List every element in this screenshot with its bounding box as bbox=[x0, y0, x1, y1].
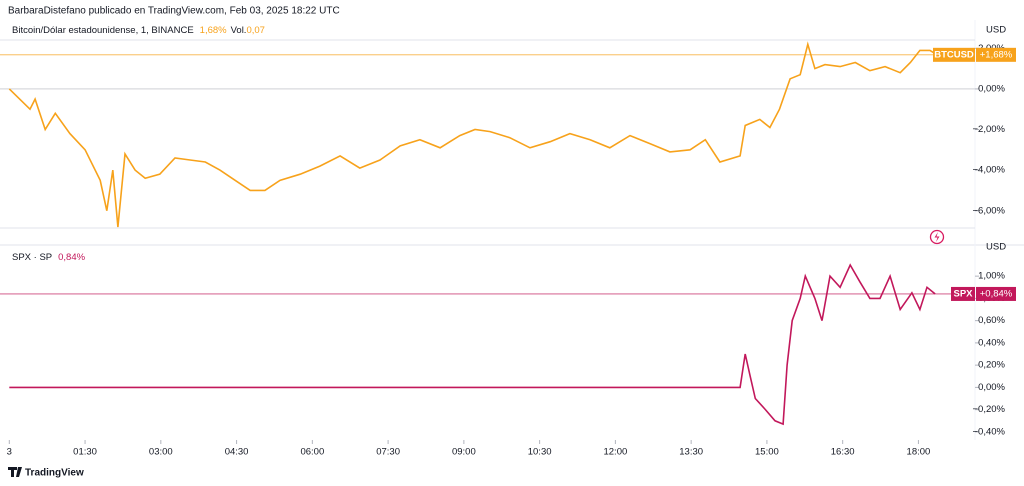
x-tick-label: 09:00 bbox=[452, 447, 476, 458]
x-tick-label: 10:30 bbox=[528, 447, 552, 458]
header: BarbaraDistefano publicado en TradingVie… bbox=[8, 6, 340, 17]
y-tick-label: −0,20% bbox=[973, 404, 1006, 415]
legend-change: 0,84% bbox=[58, 252, 85, 263]
x-tick-label: 18:00 bbox=[907, 447, 931, 458]
x-tick-label: 07:30 bbox=[376, 447, 400, 458]
symbol-badge bbox=[951, 286, 975, 301]
x-tick-label: 15:00 bbox=[755, 447, 779, 458]
y-tick-label: 0,40% bbox=[978, 337, 1005, 348]
change-badge bbox=[976, 286, 1016, 301]
axis-unit: USD bbox=[986, 25, 1006, 36]
y-tick-label: 0,20% bbox=[978, 360, 1005, 371]
x-tick-label: 16:30 bbox=[831, 447, 855, 458]
x-tick-label: 04:30 bbox=[225, 447, 249, 458]
price-line bbox=[9, 263, 936, 426]
y-tick-label: 1,00% bbox=[978, 271, 1005, 282]
price-line bbox=[8, 41, 938, 228]
icon-bolt bbox=[934, 232, 940, 242]
symbol-badge-label: BTCUSD bbox=[934, 49, 974, 60]
axis-unit: USD bbox=[986, 242, 1006, 253]
symbol-badge bbox=[933, 47, 975, 62]
change-badge-label: +1,68% bbox=[980, 49, 1013, 60]
change-badge bbox=[976, 47, 1016, 62]
legend: SPX · SP 0,84% bbox=[12, 252, 86, 263]
x-tick-label: 12:00 bbox=[603, 447, 627, 458]
x-tick-label: 3 bbox=[7, 447, 12, 458]
legend-title: SPX · SP bbox=[12, 252, 52, 263]
y-tick-label: −6,00% bbox=[973, 205, 1006, 216]
y-tick-label: 0,60% bbox=[978, 315, 1005, 326]
x-tick-label: 13:30 bbox=[679, 447, 703, 458]
x-tick-label: 06:00 bbox=[300, 447, 324, 458]
y-tick-label: −2,00% bbox=[973, 124, 1006, 135]
symbol-badge-label: SPX bbox=[953, 288, 973, 299]
icon-ring bbox=[929, 229, 945, 245]
legend-volume: 0,07 bbox=[246, 25, 265, 36]
x-tick-label: 01:30 bbox=[73, 447, 97, 458]
legend-change: 1,68% bbox=[200, 25, 227, 36]
tv-logo bbox=[8, 467, 22, 477]
legend-volume-prefix: Vol. bbox=[231, 25, 247, 36]
y-tick-label: 0,00% bbox=[978, 382, 1005, 393]
lightning-icon[interactable] bbox=[929, 229, 945, 245]
footer-brand: TradingView bbox=[25, 468, 84, 479]
x-tick-label: 03:00 bbox=[149, 447, 173, 458]
y-tick-label: −0,40% bbox=[973, 426, 1006, 437]
y-tick-label: 0,00% bbox=[978, 83, 1005, 94]
legend: Bitcoin/Dólar estadounidense, 1, BINANCE… bbox=[12, 25, 265, 36]
change-badge-label: +0,84% bbox=[980, 288, 1013, 299]
legend-title: Bitcoin/Dólar estadounidense, 1, BINANCE bbox=[12, 25, 194, 36]
y-tick-label: −4,00% bbox=[973, 165, 1006, 176]
